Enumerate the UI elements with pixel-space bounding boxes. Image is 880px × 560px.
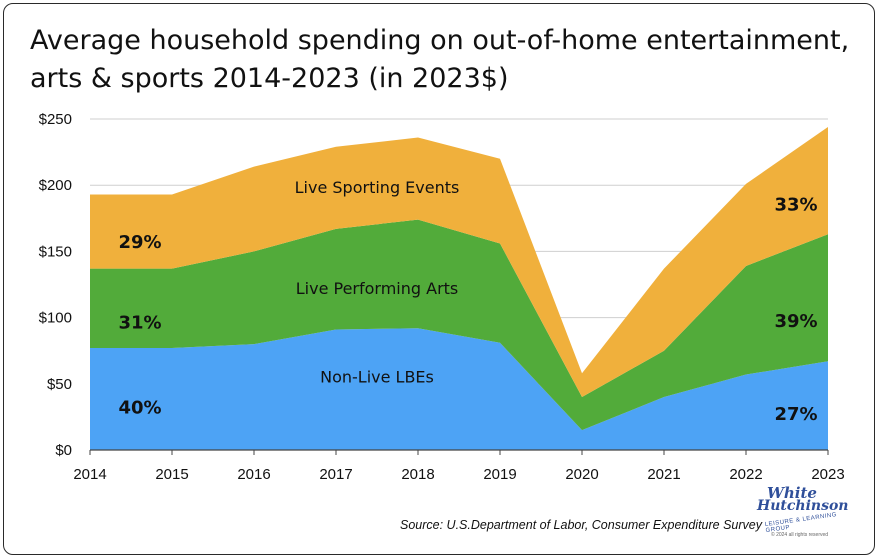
area-label: Live Performing Arts — [296, 279, 459, 298]
percent-label: 39% — [774, 311, 817, 332]
y-tick-label: $50 — [47, 376, 72, 393]
percent-label: 40% — [118, 397, 161, 418]
axes: $0 $50 $100 $150 $200 $250 2014 2015 2016 2017 201… — [39, 111, 845, 483]
percent-label: 31% — [118, 313, 161, 334]
source-note: Source: U.S.Department of Labor, Consume… — [400, 518, 762, 532]
area-non-live-lbes — [90, 328, 828, 450]
x-tick-label: 2016 — [237, 466, 270, 483]
chart-frame — [3, 3, 875, 555]
area-live-performing-arts — [90, 219, 828, 431]
x-tick-label: 2020 — [565, 466, 598, 483]
x-tick-label: 2015 — [155, 466, 188, 483]
percent-label: 27% — [774, 404, 817, 425]
chart-labels: Live Sporting Events Live Performing Arts… — [118, 178, 817, 425]
x-tick-label: 2022 — [729, 466, 762, 483]
area-label: Non-Live LBEs — [320, 367, 434, 386]
x-tick-label: 2018 — [401, 466, 434, 483]
percent-label: 29% — [118, 232, 161, 253]
x-tick-label: 2017 — [319, 466, 352, 483]
y-tick-label: $100 — [39, 310, 72, 327]
x-tick-label: 2019 — [483, 466, 516, 483]
logo-line-1: White — [767, 484, 817, 502]
x-tick-label: 2014 — [73, 466, 106, 483]
area-live-sporting-events — [90, 126, 828, 398]
y-tick-label: $0 — [55, 442, 72, 459]
y-tick-label: $200 — [39, 177, 72, 194]
company-logo: White Hutchinson LEISURE & LEARNING GROU… — [757, 484, 849, 548]
logo-line-4: © 2024 all rights reserved — [771, 532, 829, 538]
area-label: Live Sporting Events — [295, 178, 460, 197]
x-tick-label: 2021 — [647, 466, 680, 483]
y-tick-label: $250 — [39, 111, 72, 128]
y-tick-label: $150 — [39, 243, 72, 260]
chart-title: Average household spending on out-of-hom… — [30, 25, 850, 94]
logo-line-2: Hutchinson — [757, 498, 849, 514]
x-tick-label: 2023 — [811, 466, 844, 483]
percent-label: 33% — [774, 195, 817, 216]
area-series — [90, 126, 828, 450]
